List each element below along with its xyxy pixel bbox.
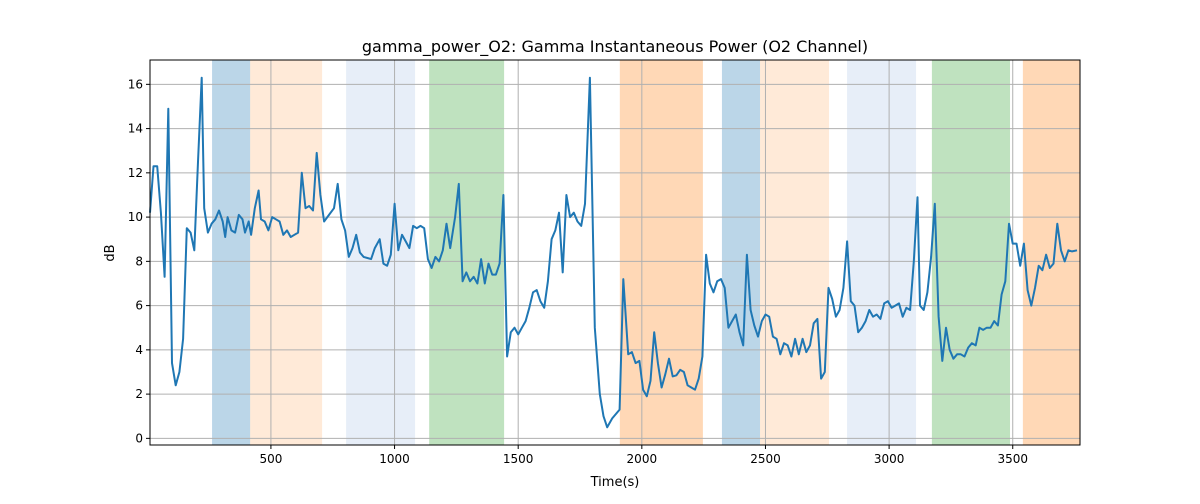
y-tick-label: 16 bbox=[128, 77, 143, 91]
y-axis-ticks: 0 2 4 6 8 10 12 14 16 bbox=[128, 77, 150, 445]
x-axis-label: Time(s) bbox=[590, 475, 640, 490]
y-tick-label: 0 bbox=[135, 431, 143, 445]
band-3 bbox=[429, 60, 505, 445]
x-tick-label: 500 bbox=[259, 452, 282, 466]
plot-frame bbox=[149, 59, 1081, 446]
band-7 bbox=[847, 60, 917, 445]
x-tick-label: 3000 bbox=[874, 452, 905, 466]
band-1 bbox=[250, 60, 323, 445]
x-tick-label: 2000 bbox=[627, 452, 658, 466]
band-8 bbox=[931, 60, 1011, 445]
band-2 bbox=[346, 60, 416, 445]
x-tick-label: 3500 bbox=[997, 452, 1028, 466]
y-tick-label: 12 bbox=[128, 166, 143, 180]
y-tick-label: 10 bbox=[128, 210, 143, 224]
band-6 bbox=[760, 60, 830, 445]
y-tick-label: 14 bbox=[128, 122, 143, 136]
band-0 bbox=[212, 60, 251, 445]
x-tick-label: 1500 bbox=[503, 452, 534, 466]
y-tick-label: 8 bbox=[135, 254, 143, 268]
series-line-gamma-power bbox=[149, 76, 1078, 429]
band-9 bbox=[1022, 60, 1080, 445]
x-tick-label: 2500 bbox=[750, 452, 781, 466]
chart-title: gamma_power_O2: Gamma Instantaneous Powe… bbox=[362, 37, 868, 57]
y-tick-label: 6 bbox=[135, 299, 143, 313]
band-5 bbox=[721, 60, 761, 445]
y-tick-label: 2 bbox=[135, 387, 143, 401]
y-axis-label: dB bbox=[103, 244, 118, 261]
x-tick-label: 1000 bbox=[379, 452, 410, 466]
y-tick-label: 4 bbox=[135, 343, 143, 357]
x-axis-ticks: 500 1000 1500 2000 2500 3000 3500 bbox=[259, 445, 1028, 466]
